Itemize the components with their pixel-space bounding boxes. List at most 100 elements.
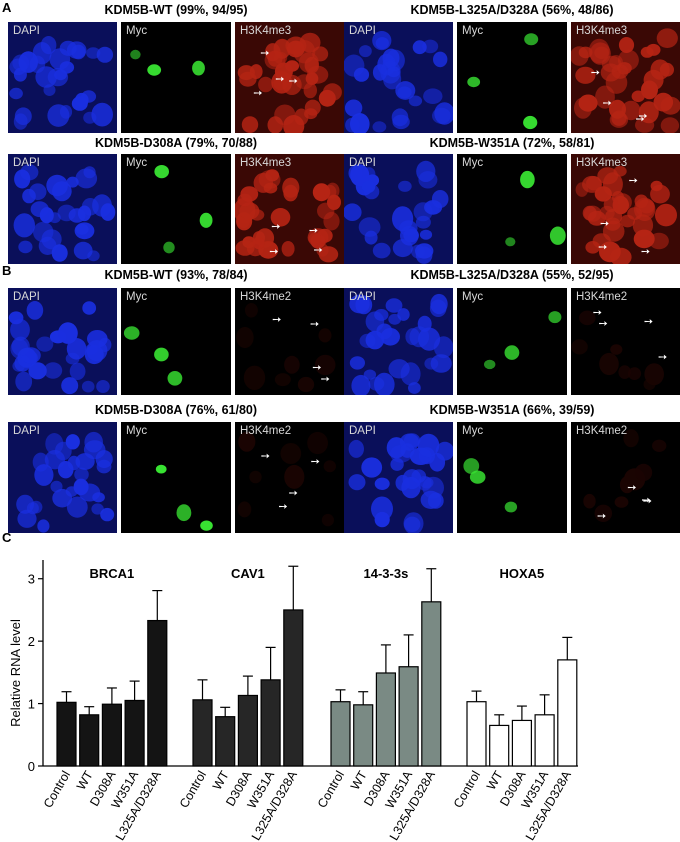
x-tick-label: Control: [451, 769, 483, 811]
bar: [421, 601, 442, 767]
micrograph-h3k4me2: ➙ ➙ ➙ ➙ H3K4me2: [235, 422, 344, 533]
micrograph-dapi: DAPI: [344, 22, 453, 133]
svg-text:➙: ➙: [638, 110, 647, 123]
bar: [101, 703, 123, 767]
micrograph-myc: Myc: [457, 154, 567, 264]
micrograph-h3k4me3: ➙ ➙ ➙ ➙ H3K4me3: [235, 154, 344, 264]
bar: [237, 694, 258, 767]
svg-text:➙: ➙: [269, 245, 278, 258]
micrograph-h3k4me2: ➙ ➙ ➙ ➙ H3K4me2: [571, 422, 680, 533]
group-title: HOXA5: [500, 566, 545, 581]
channel-label: DAPI: [13, 25, 40, 37]
svg-text:➙: ➙: [309, 224, 318, 237]
bar: [534, 714, 555, 767]
x-tick-label: WT: [74, 768, 96, 792]
svg-text:➙: ➙: [599, 317, 608, 330]
svg-text:➙: ➙: [289, 486, 298, 499]
bar: [398, 666, 419, 767]
bar: [466, 701, 487, 767]
channel-label: H3K4me2: [240, 291, 292, 303]
channel-label: DAPI: [349, 25, 376, 37]
micrograph-myc: Myc: [457, 422, 567, 533]
bar: [124, 699, 145, 767]
svg-text:➙: ➙: [643, 495, 652, 508]
bar: [260, 679, 281, 767]
channel-label: Myc: [462, 291, 484, 303]
bar: [192, 699, 213, 767]
channel-label: DAPI: [349, 425, 376, 437]
channel-label: DAPI: [13, 157, 40, 169]
y-tick-label: 1: [28, 697, 35, 712]
svg-text:➙: ➙: [311, 455, 320, 468]
bar: [56, 701, 77, 767]
micrograph-h3k4me2: ➙ ➙ ➙ ➙ H3K4me2: [571, 288, 680, 395]
svg-text:➙: ➙: [591, 66, 600, 79]
micrograph-title: KDM5B-W351A (66%, 39/59): [429, 403, 595, 417]
x-tick-label: WT: [210, 768, 232, 792]
x-tick-label: Control: [315, 769, 347, 811]
svg-text:➙: ➙: [271, 220, 280, 233]
bar: [375, 672, 396, 767]
svg-text:➙: ➙: [603, 97, 612, 110]
micrograph-title: KDM5B-L325A/D328A (56%, 48/86): [410, 3, 614, 17]
bar: [353, 704, 374, 767]
channel-label: H3K4me2: [240, 425, 292, 437]
channel-label: DAPI: [349, 291, 376, 303]
bar: [147, 619, 168, 767]
x-tick-label: Control: [177, 769, 209, 811]
svg-text:➙: ➙: [314, 244, 323, 257]
channel-label: H3K4me3: [240, 25, 292, 37]
micrograph-title: KDM5B-WT (99%, 94/95): [104, 3, 248, 17]
channel-label: H3K4me3: [576, 25, 628, 37]
micrograph-title: KDM5B-L325A/D328A (55%, 52/95): [410, 268, 614, 282]
svg-text:➙: ➙: [275, 72, 284, 85]
channel-label: DAPI: [349, 157, 376, 169]
channel-label: Myc: [462, 157, 484, 169]
bar: [330, 701, 351, 767]
micrograph-myc: Myc: [121, 22, 231, 133]
x-tick-label: WT: [484, 768, 506, 792]
svg-text:➙: ➙: [658, 351, 667, 364]
y-tick-label: 3: [28, 572, 35, 587]
channel-label: Myc: [126, 25, 148, 37]
svg-text:➙: ➙: [253, 87, 262, 100]
channel-label: H3K4me3: [576, 157, 628, 169]
channel-label: DAPI: [13, 425, 40, 437]
svg-text:➙: ➙: [641, 493, 650, 506]
bar: [557, 659, 578, 767]
micrograph-dapi: DAPI: [344, 154, 453, 264]
micrograph-h3k4me3: ➙ ➙ ➙ ➙ H3K4me3: [571, 22, 680, 133]
micrograph-myc: Myc: [121, 422, 231, 533]
svg-text:➙: ➙: [260, 47, 269, 60]
svg-text:➙: ➙: [321, 373, 330, 386]
svg-text:➙: ➙: [272, 313, 281, 326]
micrograph-dapi: DAPI: [8, 422, 117, 533]
channel-label: DAPI: [13, 291, 40, 303]
micrograph-title: KDM5B-WT (93%, 78/84): [104, 268, 248, 282]
micrograph-myc: Myc: [457, 22, 567, 133]
bar: [79, 714, 100, 767]
channel-label: H3K4me2: [576, 425, 628, 437]
micrograph-h3k4me2: ➙ ➙ ➙ ➙ H3K4me2: [235, 288, 344, 395]
bar: [489, 724, 510, 767]
svg-text:➙: ➙: [598, 240, 607, 253]
micrograph-title: KDM5B-D308A (76%, 61/80): [94, 403, 258, 417]
panel-label-b: B: [2, 263, 12, 278]
micrograph-h3k4me3: ➙ ➙ ➙ ➙ H3K4me3: [235, 22, 344, 133]
bar: [511, 719, 533, 767]
panel-label-a: A: [2, 0, 12, 15]
micrograph-dapi: DAPI: [8, 154, 117, 264]
y-tick-label: 0: [28, 759, 35, 774]
micrograph-title: KDM5B-W351A (72%, 58/81): [429, 136, 595, 150]
micrograph-h3k4me3: ➙ ➙ ➙ ➙ H3K4me3: [571, 154, 680, 264]
svg-text:➙: ➙: [641, 245, 650, 258]
svg-text:➙: ➙: [636, 113, 645, 126]
svg-text:➙: ➙: [289, 74, 298, 87]
channel-label: Myc: [462, 425, 484, 437]
y-axis-label: Relative RNA level: [8, 619, 23, 727]
micrograph-myc: Myc: [121, 154, 231, 264]
svg-text:➙: ➙: [310, 318, 319, 331]
panel-label-c: C: [2, 530, 12, 545]
group-title: CAV1: [231, 566, 265, 581]
